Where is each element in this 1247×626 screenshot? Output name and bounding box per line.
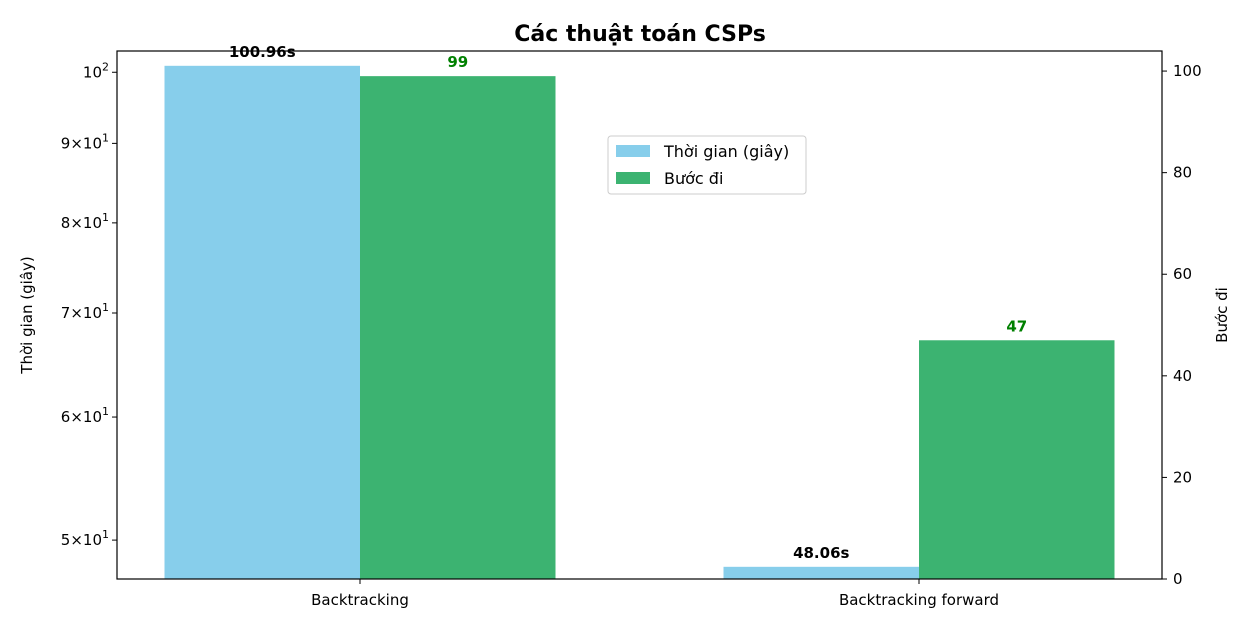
legend-swatch-time — [616, 145, 650, 157]
data-label-time-1: 48.06s — [793, 544, 849, 562]
left-tick-label-3: 8×101 — [61, 211, 109, 232]
chart-title: Các thuật toán CSPs — [514, 22, 766, 47]
right-tick-label-3: 60 — [1173, 265, 1192, 283]
bars-layer — [164, 65, 1115, 580]
right-axis-label: Bước đi — [1213, 287, 1231, 343]
left-tick-label-1: 6×101 — [61, 405, 109, 426]
left-tick-label-2: 7×101 — [61, 301, 109, 322]
right-tick-label-1: 20 — [1173, 468, 1192, 486]
data-labels-layer: 100.96s 99 48.06s 47 — [229, 43, 1027, 562]
bar-time-1 — [723, 566, 919, 579]
right-tick-label-0: 0 — [1173, 570, 1183, 588]
plot-frame — [116, 50, 1163, 580]
left-tick-label-5: 102 — [83, 60, 109, 81]
legend-swatch-steps — [616, 172, 650, 184]
bar-steps-0 — [360, 76, 556, 580]
legend-label-time: Thời gian (giây) — [663, 142, 789, 161]
right-tick-label-5: 100 — [1173, 62, 1202, 80]
right-axis-ticks: 0 20 40 60 80 100 — [1162, 62, 1202, 588]
left-axis-ticks: 5×101 6×101 7×101 8×101 9×101 102 — [61, 60, 117, 549]
data-label-time-0: 100.96s — [229, 43, 296, 61]
x-tick-label-1: Backtracking forward — [839, 591, 999, 609]
left-axis-label: Thời gian (giây) — [18, 256, 36, 374]
legend-label-steps: Bước đi — [664, 169, 723, 188]
data-label-steps-1: 47 — [1006, 317, 1027, 335]
legend: Thời gian (giây) Bước đi — [607, 135, 807, 195]
bar-steps-1 — [919, 340, 1115, 579]
x-tick-label-0: Backtracking — [311, 591, 409, 609]
bar-time-0 — [164, 65, 360, 579]
right-tick-label-4: 80 — [1173, 164, 1192, 182]
left-tick-label-4: 9×101 — [61, 131, 109, 152]
right-tick-label-2: 40 — [1173, 367, 1192, 385]
data-label-steps-0: 99 — [447, 53, 468, 71]
x-axis-ticks: Backtracking Backtracking forward — [311, 579, 999, 609]
left-tick-label-0: 5×101 — [61, 528, 109, 549]
legend-box — [607, 135, 807, 195]
